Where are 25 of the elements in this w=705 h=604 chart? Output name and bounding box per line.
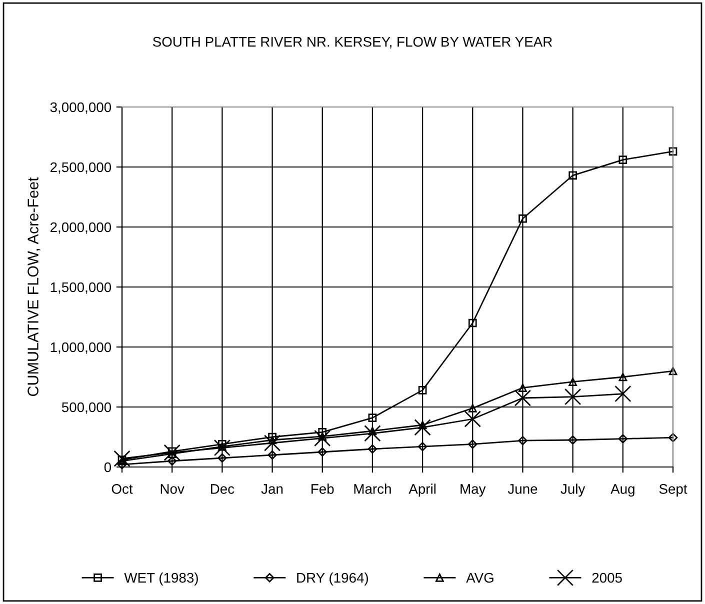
chart-title: SOUTH PLATTE RIVER NR. KERSEY, FLOW BY WATER YEAR xyxy=(152,36,552,48)
x-tick-label: Jan xyxy=(261,484,283,494)
x-tick-label: Feb xyxy=(312,484,334,494)
legend-label: WET (1983) xyxy=(124,572,198,586)
x-tick-label: April xyxy=(408,484,436,497)
x-tick-label: Sept xyxy=(659,484,688,497)
x-tick-label: Dec xyxy=(210,484,234,494)
y-tick-label: 2,500,000 xyxy=(50,162,112,174)
legend-label: DRY (1964) xyxy=(297,572,368,586)
y-tick-label: 2,000,000 xyxy=(50,222,112,234)
x-tick-label: Aug xyxy=(610,484,634,497)
y-tick-label: 3,000,000 xyxy=(50,102,112,114)
y-tick-label: 500,000 xyxy=(62,402,112,414)
y-tick-label: 1,500,000 xyxy=(50,282,112,294)
legend-label: AVG xyxy=(466,572,494,583)
x-tick-label: Oct xyxy=(112,484,133,494)
y-tick-label: 0 xyxy=(104,462,112,472)
x-tick-label: March xyxy=(354,484,391,494)
legend-label: 2005 xyxy=(592,572,622,583)
x-tick-label: July xyxy=(560,484,586,497)
y-tick-label: 1,000,000 xyxy=(50,342,112,354)
x-tick-label: Nov xyxy=(160,484,184,494)
y-axis-title: CUMULATIVE FLOW, Acre-Feet xyxy=(28,177,40,396)
x-tick-label: May xyxy=(460,484,486,497)
x-tick-label: June xyxy=(508,484,538,494)
